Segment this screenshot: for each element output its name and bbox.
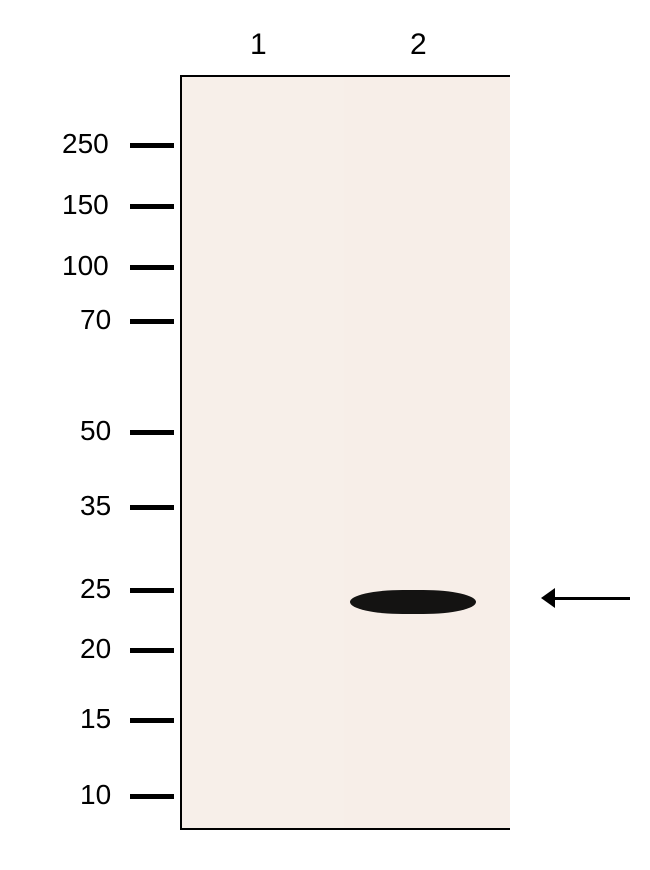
arrow-head-icon (541, 588, 555, 608)
blot-membrane (180, 75, 510, 830)
mw-label-10: 10 (80, 779, 111, 811)
mw-label-15: 15 (80, 703, 111, 735)
lane-label-2: 2 (410, 28, 427, 62)
mw-tick-15 (130, 718, 174, 723)
mw-tick-250 (130, 143, 174, 148)
arrow-shaft (555, 597, 630, 600)
lane-2-bg (344, 77, 510, 828)
western-blot-figure: 1 2 250 150 100 70 50 35 25 20 15 10 (0, 0, 650, 870)
mw-tick-20 (130, 648, 174, 653)
protein-band-lane2 (350, 590, 476, 614)
mw-label-100: 100 (62, 250, 109, 282)
lane-label-1: 1 (250, 28, 267, 62)
mw-tick-100 (130, 265, 174, 270)
mw-label-250: 250 (62, 128, 109, 160)
mw-tick-150 (130, 204, 174, 209)
mw-tick-25 (130, 588, 174, 593)
mw-tick-35 (130, 505, 174, 510)
mw-label-20: 20 (80, 633, 111, 665)
mw-label-70: 70 (80, 304, 111, 336)
mw-label-150: 150 (62, 189, 109, 221)
lane-1-bg (184, 77, 344, 828)
mw-label-35: 35 (80, 490, 111, 522)
mw-tick-50 (130, 430, 174, 435)
mw-label-50: 50 (80, 415, 111, 447)
mw-tick-10 (130, 794, 174, 799)
mw-label-25: 25 (80, 573, 111, 605)
mw-tick-70 (130, 319, 174, 324)
